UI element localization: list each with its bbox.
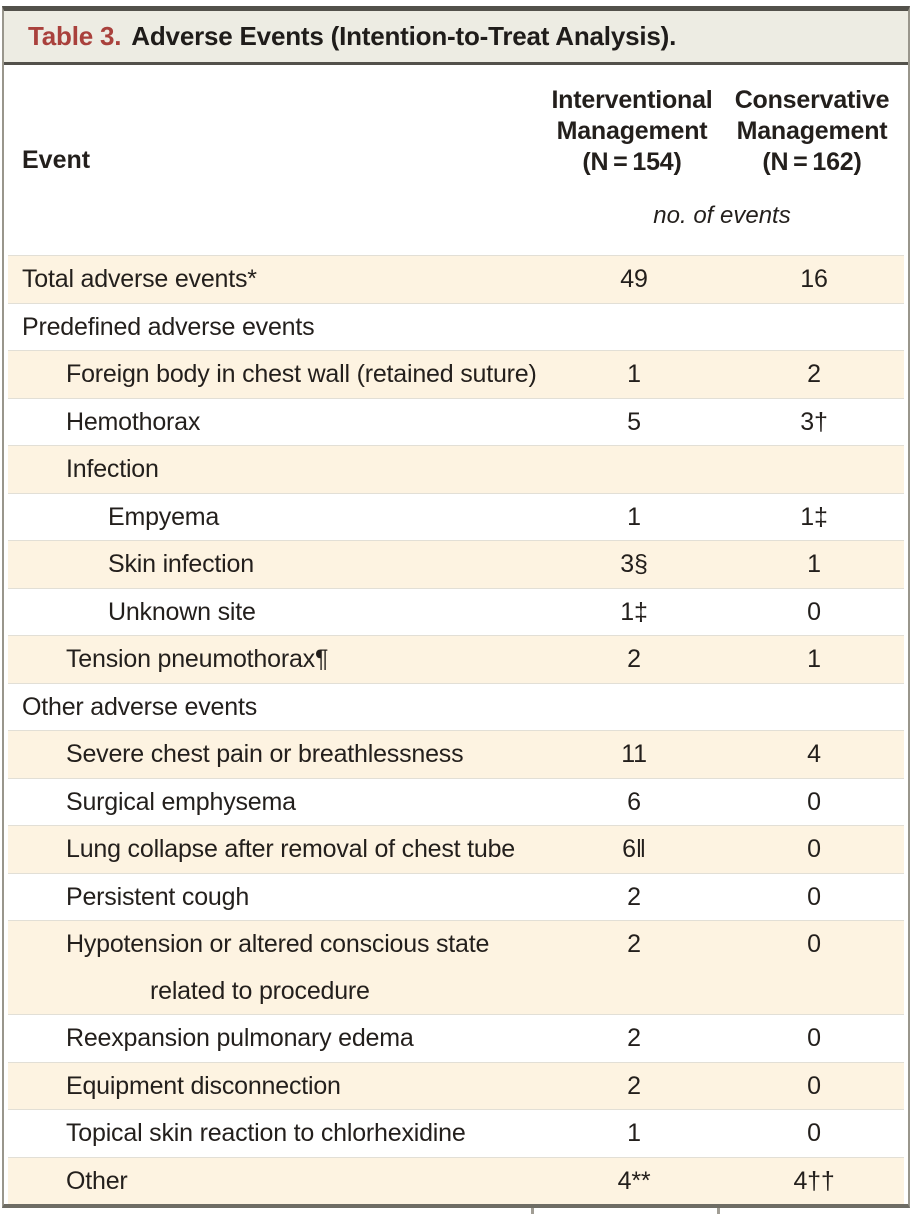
conservative-value: 3† [800, 407, 828, 436]
table-row: Lung collapse after removal of chest tub… [8, 825, 904, 873]
column-headers: Event Interventional Management (N = 154… [22, 85, 902, 178]
event-label: Foreign body in chest wall (retained sut… [66, 360, 537, 388]
interventional-value: 2 [627, 882, 641, 911]
table-header: Event Interventional Management (N = 154… [4, 65, 908, 255]
table-row: Unknown site 1‡ 0 [8, 587, 904, 636]
event-label: Other [66, 1166, 128, 1195]
table-row: Reexpansion pulmonary edema 2 0 [8, 1014, 904, 1062]
interventional-value: 1 [627, 360, 641, 388]
event-label: Infection [66, 455, 159, 483]
event-label: Hemothorax [66, 407, 201, 436]
conservative-value [724, 446, 904, 493]
interventional-value: 5 [627, 407, 641, 436]
table-row: Surgical emphysema 6 0 [8, 777, 904, 826]
table-title: Adverse Events (Intention-to-Treat Analy… [131, 21, 677, 51]
event-label: Lung collapse after removal of chest tub… [66, 835, 516, 863]
table-number: Table 3. [28, 21, 122, 51]
conservative-value: 1 [807, 550, 821, 578]
interventional-value: 3§ [620, 550, 648, 578]
interventional-value: 1 [627, 502, 641, 531]
conservative-value: 2 [807, 360, 821, 388]
table-row: Other 4** 4†† [8, 1156, 904, 1204]
unit-note-spacer [22, 202, 542, 240]
interventional-column-header: Interventional Management (N = 154) [551, 86, 713, 176]
table-row: Severe chest pain or breathlessness 11 4 [8, 730, 904, 778]
interventional-value [544, 684, 724, 731]
event-label: Total adverse events* [22, 265, 257, 293]
conservative-value: 0 [807, 787, 821, 816]
conservative-value: 0 [807, 1071, 821, 1100]
event-label: Topical skin reaction to chlorhexidine [66, 1119, 466, 1147]
interventional-value: 2 [627, 930, 641, 958]
interventional-value: 2 [627, 645, 641, 673]
conservative-value [724, 304, 904, 351]
table-row: Empyema 1 1‡ [8, 492, 904, 541]
interventional-value: 2 [627, 1024, 641, 1052]
bottom-tick [531, 1208, 534, 1214]
adverse-events-table: Table 3. Adverse Events (Intention-to-Tr… [2, 6, 910, 1214]
conservative-value [724, 684, 904, 731]
interventional-value: 2 [627, 1071, 641, 1100]
conservative-column-header: Conservative Management (N = 162) [734, 86, 890, 176]
table-row: Other adverse events [8, 682, 904, 731]
table-row: Persistent cough 2 0 [8, 872, 904, 921]
conservative-value: 4 [807, 740, 821, 768]
unit-note: no. of events [653, 202, 791, 229]
table-row: Predefined adverse events [8, 302, 904, 351]
table-row: Tension pneumothorax¶ 2 1 [8, 635, 904, 683]
event-column-header: Event [22, 146, 91, 174]
interventional-value [544, 446, 724, 493]
conservative-value: 1‡ [800, 502, 828, 531]
event-label: Equipment disconnection [66, 1071, 341, 1100]
conservative-value: 16 [800, 265, 828, 293]
bottom-tick [717, 1208, 720, 1214]
event-label: Severe chest pain or breathlessness [66, 740, 464, 768]
interventional-value: 6 [627, 787, 641, 816]
interventional-value: 4** [617, 1166, 651, 1195]
conservative-value: 0 [807, 930, 821, 958]
event-label: Other adverse events [22, 692, 258, 721]
event-label: Persistent cough [66, 882, 250, 911]
table-row: Foreign body in chest wall (retained sut… [8, 350, 904, 398]
table-row: Hypotension or altered conscious state r… [8, 920, 904, 1014]
unit-note-row: no. of events [22, 202, 902, 240]
interventional-value: 1 [627, 1119, 641, 1147]
event-label: Empyema [108, 502, 220, 531]
conservative-value: 4†† [793, 1166, 835, 1195]
interventional-value [544, 304, 724, 351]
table-row: Hemothorax 5 3† [8, 397, 904, 446]
event-label: Surgical emphysema [66, 787, 296, 816]
interventional-value: 11 [621, 740, 647, 768]
table-rows: Total adverse events* 49 16 Predefined a… [4, 255, 908, 1204]
conservative-value: 0 [807, 835, 821, 863]
conservative-value: 0 [807, 882, 821, 911]
event-label: Predefined adverse events [22, 312, 315, 341]
conservative-value: 0 [807, 1119, 821, 1147]
event-label: Tension pneumothorax¶ [66, 645, 329, 673]
event-label: Hypotension or altered conscious state r… [66, 930, 490, 1005]
table-title-band: Table 3. Adverse Events (Intention-to-Tr… [4, 11, 908, 65]
conservative-value: 0 [807, 597, 821, 626]
conservative-value: 1 [807, 645, 821, 673]
table-row: Topical skin reaction to chlorhexidine 1… [8, 1109, 904, 1157]
event-label: Skin infection [108, 550, 254, 578]
event-label: Reexpansion pulmonary edema [66, 1024, 414, 1052]
interventional-value: 49 [620, 265, 648, 293]
table-row: Equipment disconnection 2 0 [8, 1061, 904, 1109]
table-row: Skin infection 3§ 1 [8, 540, 904, 588]
interventional-value: 6‖ [622, 835, 646, 863]
table-row: Total adverse events* 49 16 [8, 255, 904, 303]
interventional-value: 1‡ [620, 597, 648, 626]
table-row: Infection [8, 445, 904, 493]
event-label: Unknown site [108, 597, 256, 626]
conservative-value: 0 [807, 1024, 821, 1052]
